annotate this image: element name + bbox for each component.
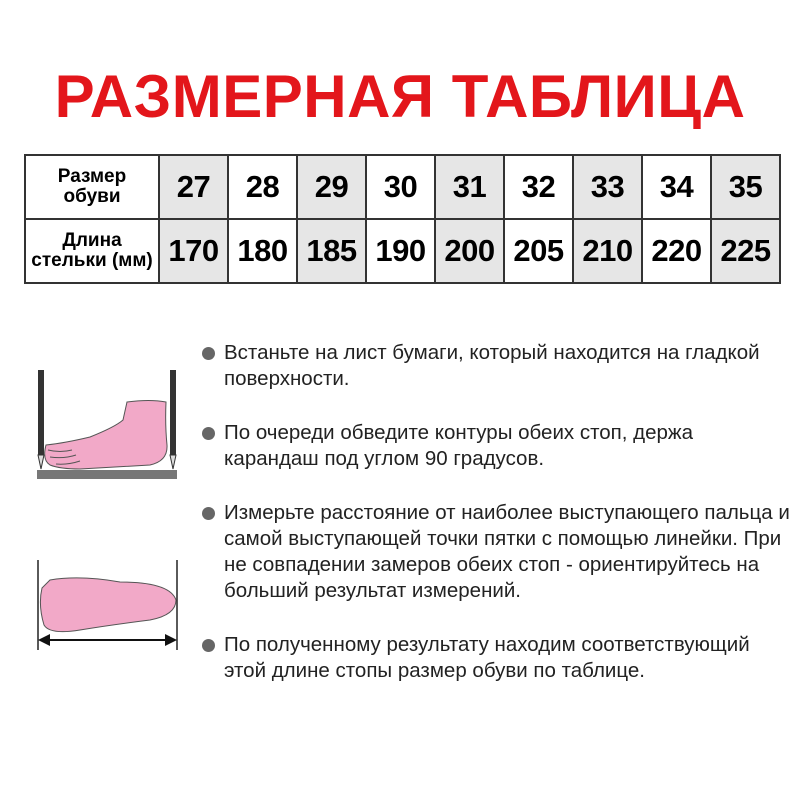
size-cell: 28 xyxy=(227,154,298,220)
size-cell: 35 xyxy=(710,154,781,220)
instruction-text: По полученному результату находим соотве… xyxy=(224,633,750,682)
length-cell: 210 xyxy=(572,218,643,284)
instruction-item: По очереди обведите контуры обеих стоп, … xyxy=(200,420,790,472)
size-cell: 27 xyxy=(158,154,229,220)
length-cell: 220 xyxy=(641,218,712,284)
size-cell: 34 xyxy=(641,154,712,220)
size-table: Размер обуви 27 28 29 30 31 32 33 34 35 Д… xyxy=(24,154,781,284)
instruction-item: По полученному результату находим соотве… xyxy=(200,632,790,684)
foot-top-measure-icon xyxy=(37,560,178,650)
instruction-text: По очереди обведите контуры обеих стоп, … xyxy=(224,421,694,470)
length-cell: 170 xyxy=(158,218,229,284)
size-cell: 33 xyxy=(572,154,643,220)
length-row: Длина стельки (мм) 170 180 185 190 200 20… xyxy=(24,218,781,284)
size-cell: 31 xyxy=(434,154,505,220)
length-cell: 180 xyxy=(227,218,298,284)
page-title: РАЗМЕРНАЯ ТАБЛИЦА xyxy=(54,63,746,130)
length-cell: 200 xyxy=(434,218,505,284)
size-row: Размер обуви 27 28 29 30 31 32 33 34 35 xyxy=(24,154,781,220)
bullet-icon xyxy=(202,639,215,652)
bullet-icon xyxy=(202,507,215,520)
instruction-text: Измерьте расстояние от наиболее выступаю… xyxy=(224,501,790,602)
row-header-size: Размер обуви xyxy=(24,154,160,220)
row-header-length: Длина стельки (мм) xyxy=(24,218,160,284)
length-cell: 225 xyxy=(710,218,781,284)
size-cell: 29 xyxy=(296,154,367,220)
instruction-item: Встаньте на лист бумаги, который находит… xyxy=(200,340,790,392)
size-cell: 30 xyxy=(365,154,436,220)
length-cell: 185 xyxy=(296,218,367,284)
bullet-icon xyxy=(202,427,215,440)
length-cell: 190 xyxy=(365,218,436,284)
length-cell: 205 xyxy=(503,218,574,284)
foot-side-pencils-icon xyxy=(37,370,177,479)
instruction-list: Встаньте на лист бумаги, который находит… xyxy=(200,340,790,712)
instruction-item: Измерьте расстояние от наиболее выступаю… xyxy=(200,500,790,604)
bullet-icon xyxy=(202,347,215,360)
size-cell: 32 xyxy=(503,154,574,220)
instruction-text: Встаньте на лист бумаги, который находит… xyxy=(224,341,760,390)
